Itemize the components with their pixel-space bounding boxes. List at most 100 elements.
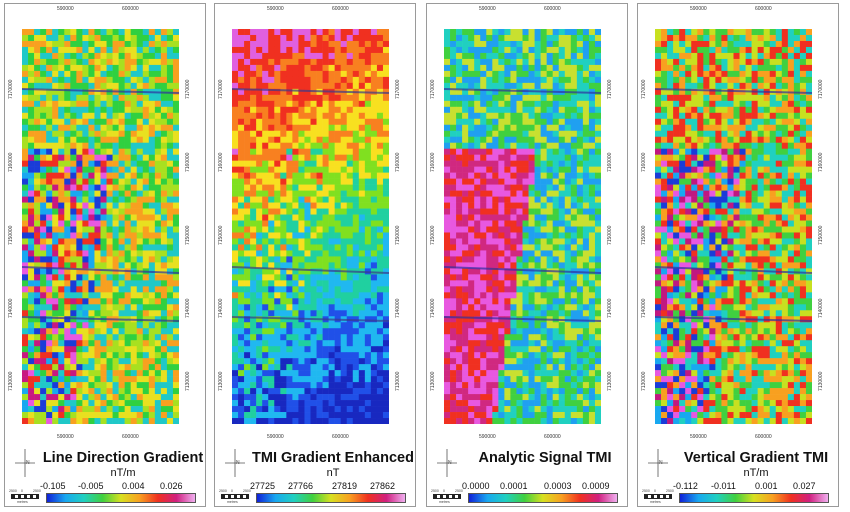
y-tick-label: 7140000 (185, 298, 191, 318)
scale-label: 0 (231, 489, 233, 493)
y-tick-label: 7130000 (395, 371, 401, 391)
geophysics-map-image (444, 29, 601, 424)
colorbar-value: 0.0009 (582, 481, 610, 491)
panel-title: Line Direction Gradient (42, 450, 204, 466)
colorbar-value: 27725 (250, 481, 276, 491)
scale-bar (644, 494, 672, 499)
y-tick-label: 7130000 (185, 371, 191, 391)
y-tick-label: 7130000 (607, 371, 613, 391)
scale-label: 2500 (455, 489, 463, 493)
y-tick-label: 7150000 (607, 225, 613, 245)
x-tick-label: 600000 (755, 434, 772, 440)
scale-bar (433, 494, 461, 499)
scale-label: 2500 (666, 489, 674, 493)
y-tick-label: 7140000 (818, 298, 824, 318)
y-tick-label: 7150000 (8, 225, 14, 245)
y-tick-label: 7140000 (641, 298, 647, 318)
y-tick-label: 7170000 (818, 79, 824, 99)
y-tick-label: 7140000 (218, 298, 224, 318)
colorbar-value: -0.011 (711, 481, 736, 491)
y-tick-label: 7160000 (218, 152, 224, 172)
x-tick-label: 600000 (122, 434, 139, 440)
y-tick-label: 7150000 (185, 225, 191, 245)
x-tick-label: 600000 (332, 434, 349, 440)
colorbar-value: 27766 (288, 481, 314, 491)
map-raster (22, 29, 179, 424)
map-raster (232, 29, 389, 424)
scale-unit: metres (17, 500, 28, 504)
y-tick-label: 7170000 (8, 79, 14, 99)
x-tick-label: 590000 (57, 6, 74, 12)
north-arrow-icon: N (433, 447, 461, 479)
geophysics-map-image (22, 29, 179, 424)
y-tick-label: 7170000 (641, 79, 647, 99)
map-raster (444, 29, 601, 424)
colorbar (46, 493, 196, 503)
y-tick-label: 7170000 (430, 79, 436, 99)
scale-label: 2500 (642, 489, 650, 493)
y-tick-label: 7150000 (395, 225, 401, 245)
y-tick-label: 7160000 (8, 152, 14, 172)
x-tick-label: 590000 (57, 434, 74, 440)
y-tick-label: 7130000 (818, 371, 824, 391)
map-panel: 590000 600000 590000 600000 7170000 7160000 71… (214, 3, 416, 507)
map-raster (655, 29, 812, 424)
y-tick-label: 7160000 (641, 152, 647, 172)
x-tick-label: 590000 (479, 6, 496, 12)
y-tick-label: 7130000 (8, 371, 14, 391)
y-tick-label: 7130000 (430, 371, 436, 391)
x-tick-label: 600000 (122, 6, 139, 12)
colorbar (679, 493, 829, 503)
colorbar-value: 0.0001 (500, 481, 528, 491)
x-tick-label: 590000 (690, 6, 707, 12)
colorbar-value: -0.005 (78, 481, 104, 491)
scale-label: 0 (21, 489, 23, 493)
scale-label: 0 (654, 489, 656, 493)
colorbar-value: -0.105 (40, 481, 66, 491)
scale-label: 2500 (243, 489, 251, 493)
x-tick-label: 600000 (332, 6, 349, 12)
y-tick-label: 7140000 (8, 298, 14, 318)
y-tick-label: 7130000 (641, 371, 647, 391)
scale-label: 2500 (33, 489, 41, 493)
panel-unit: nT (326, 467, 340, 479)
y-tick-label: 7160000 (185, 152, 191, 172)
y-tick-label: 7150000 (218, 225, 224, 245)
scale-label: 0 (443, 489, 445, 493)
colorbar (256, 493, 406, 503)
map-panel: 590000 600000 590000 600000 7170000 7160000 71… (4, 3, 206, 507)
y-tick-label: 7160000 (607, 152, 613, 172)
y-tick-label: 7130000 (218, 371, 224, 391)
y-tick-label: 7140000 (395, 298, 401, 318)
north-label: N (659, 460, 663, 466)
scale-unit: metres (650, 500, 661, 504)
colorbar-value: 0.0000 (462, 481, 490, 491)
y-tick-label: 7160000 (818, 152, 824, 172)
x-tick-label: 590000 (690, 434, 707, 440)
y-tick-label: 7160000 (430, 152, 436, 172)
colorbar-value: 0.026 (160, 481, 183, 491)
geophysics-map-image (232, 29, 389, 424)
scale-unit: metres (227, 500, 238, 504)
scale-label: 2500 (431, 489, 439, 493)
y-tick-label: 7140000 (430, 298, 436, 318)
north-arrow-icon: N (221, 447, 249, 479)
x-tick-label: 590000 (267, 434, 284, 440)
panel-unit: nT/m (743, 467, 769, 479)
map-panel: 590000 600000 590000 600000 7170000 7160000 71… (426, 3, 628, 507)
y-tick-label: 7170000 (218, 79, 224, 99)
y-tick-label: 7150000 (430, 225, 436, 245)
y-tick-label: 7170000 (607, 79, 613, 99)
panel-title: Vertical Gradient TMI (683, 450, 829, 466)
x-tick-label: 600000 (544, 434, 561, 440)
x-tick-label: 590000 (479, 434, 496, 440)
map-panel: 590000 600000 590000 600000 7170000 7160000 71… (637, 3, 839, 507)
scale-label: 2500 (219, 489, 227, 493)
x-tick-label: 600000 (544, 6, 561, 12)
colorbar-value: 27862 (370, 481, 396, 491)
panel-title: Analytic Signal TMI (478, 450, 612, 466)
scale-bar (11, 494, 39, 499)
geophysics-map-image (655, 29, 812, 424)
panel-title: TMI Gradient Enhanced (252, 450, 414, 466)
colorbar-value: 0.001 (755, 481, 778, 491)
